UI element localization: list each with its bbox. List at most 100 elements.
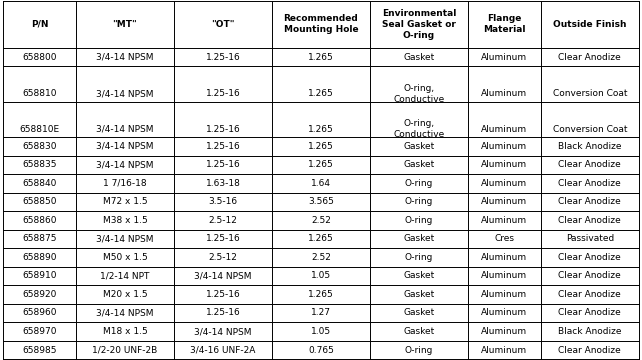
Text: Aluminum: Aluminum <box>482 271 528 280</box>
Text: 1.265: 1.265 <box>308 160 334 169</box>
Text: 658860: 658860 <box>22 216 57 225</box>
Text: Gasket: Gasket <box>403 53 435 62</box>
Text: 1.265: 1.265 <box>308 125 334 134</box>
Text: 1.05: 1.05 <box>311 271 331 280</box>
Text: Recommended
Mounting Hole: Recommended Mounting Hole <box>284 14 358 34</box>
Text: 658835: 658835 <box>22 160 57 169</box>
Text: 1.25-16: 1.25-16 <box>205 53 240 62</box>
Text: 3/4-14 NPSM: 3/4-14 NPSM <box>96 309 153 318</box>
Text: O-ring,
Conductive: O-ring, Conductive <box>394 119 445 139</box>
Text: Gasket: Gasket <box>403 234 435 243</box>
Text: 1.25-16: 1.25-16 <box>205 234 240 243</box>
Text: 658970: 658970 <box>22 327 57 336</box>
Text: P/N: P/N <box>31 20 48 29</box>
Text: O-ring: O-ring <box>405 216 433 225</box>
Text: 2.52: 2.52 <box>311 216 331 225</box>
Text: 1.25-16: 1.25-16 <box>205 290 240 299</box>
Text: 1.25-16: 1.25-16 <box>205 142 240 151</box>
Text: 3/4-14 NPSM: 3/4-14 NPSM <box>96 160 153 169</box>
Text: O-ring: O-ring <box>405 253 433 262</box>
Text: 658800: 658800 <box>22 53 57 62</box>
Text: Clear Anodize: Clear Anodize <box>559 216 621 225</box>
Text: Aluminum: Aluminum <box>482 346 528 355</box>
Text: 658810: 658810 <box>22 89 57 98</box>
Text: O-ring: O-ring <box>405 197 433 206</box>
Text: 658985: 658985 <box>22 346 57 355</box>
Text: M18 x 1.5: M18 x 1.5 <box>103 327 147 336</box>
Text: Environmental
Seal Gasket or
O-ring: Environmental Seal Gasket or O-ring <box>382 9 456 40</box>
Text: Black Anodize: Black Anodize <box>558 142 621 151</box>
Text: 1.63-18: 1.63-18 <box>205 179 240 188</box>
Text: 3/4-14 NPSM: 3/4-14 NPSM <box>96 89 153 98</box>
Text: 3/4-16 UNF-2A: 3/4-16 UNF-2A <box>190 346 256 355</box>
Text: 658890: 658890 <box>22 253 57 262</box>
Text: O-ring,
Conductive: O-ring, Conductive <box>394 84 445 104</box>
Text: Clear Anodize: Clear Anodize <box>559 53 621 62</box>
Text: 1.25-16: 1.25-16 <box>205 309 240 318</box>
Text: 3/4-14 NPSM: 3/4-14 NPSM <box>195 327 252 336</box>
Text: Clear Anodize: Clear Anodize <box>559 197 621 206</box>
Text: 1.25-16: 1.25-16 <box>205 125 240 134</box>
Text: 2.52: 2.52 <box>311 253 331 262</box>
Text: Gasket: Gasket <box>403 327 435 336</box>
Text: Passivated: Passivated <box>566 234 614 243</box>
Text: Clear Anodize: Clear Anodize <box>559 346 621 355</box>
Text: 658920: 658920 <box>22 290 56 299</box>
Text: 658810E: 658810E <box>19 125 60 134</box>
Text: Aluminum: Aluminum <box>482 253 528 262</box>
Text: Clear Anodize: Clear Anodize <box>559 253 621 262</box>
Text: O-ring: O-ring <box>405 346 433 355</box>
Text: 658830: 658830 <box>22 142 57 151</box>
Text: "MT": "MT" <box>112 20 137 29</box>
Text: Gasket: Gasket <box>403 309 435 318</box>
Text: Aluminum: Aluminum <box>482 216 528 225</box>
Text: 1.265: 1.265 <box>308 142 334 151</box>
Text: Clear Anodize: Clear Anodize <box>559 309 621 318</box>
Text: O-ring: O-ring <box>405 179 433 188</box>
Text: Conversion Coat: Conversion Coat <box>553 89 627 98</box>
Text: M38 x 1.5: M38 x 1.5 <box>103 216 147 225</box>
Text: Conversion Coat: Conversion Coat <box>553 125 627 134</box>
Text: 1/2-20 UNF-2B: 1/2-20 UNF-2B <box>92 346 157 355</box>
Text: 1.25-16: 1.25-16 <box>205 160 240 169</box>
Text: 1.25-16: 1.25-16 <box>205 89 240 98</box>
Text: 1 7/16-18: 1 7/16-18 <box>103 179 147 188</box>
Text: 1.05: 1.05 <box>311 327 331 336</box>
Text: Aluminum: Aluminum <box>482 327 528 336</box>
Text: Aluminum: Aluminum <box>482 309 528 318</box>
Text: 658960: 658960 <box>22 309 57 318</box>
Text: Aluminum: Aluminum <box>482 179 528 188</box>
Text: Flange
Material: Flange Material <box>483 14 526 34</box>
Text: 3/4-14 NPSM: 3/4-14 NPSM <box>96 234 153 243</box>
Text: Clear Anodize: Clear Anodize <box>559 179 621 188</box>
Text: 658840: 658840 <box>22 179 56 188</box>
Text: Clear Anodize: Clear Anodize <box>559 290 621 299</box>
Text: 1/2-14 NPT: 1/2-14 NPT <box>100 271 150 280</box>
Text: Aluminum: Aluminum <box>482 142 528 151</box>
Text: 3.5-16: 3.5-16 <box>209 197 238 206</box>
Text: 1.265: 1.265 <box>308 290 334 299</box>
Text: 658910: 658910 <box>22 271 57 280</box>
Text: M20 x 1.5: M20 x 1.5 <box>103 290 147 299</box>
Text: 2.5-12: 2.5-12 <box>209 253 238 262</box>
Text: Aluminum: Aluminum <box>482 290 528 299</box>
Text: 2.5-12: 2.5-12 <box>209 216 238 225</box>
Text: Black Anodize: Black Anodize <box>558 327 621 336</box>
Text: Outside Finish: Outside Finish <box>553 20 627 29</box>
Text: 1.265: 1.265 <box>308 89 334 98</box>
Text: 658875: 658875 <box>22 234 57 243</box>
Text: 1.27: 1.27 <box>311 309 331 318</box>
Text: 3/4-14 NPSM: 3/4-14 NPSM <box>96 142 153 151</box>
Text: Aluminum: Aluminum <box>482 125 528 134</box>
Text: Aluminum: Aluminum <box>482 197 528 206</box>
Text: Aluminum: Aluminum <box>482 89 528 98</box>
Text: Gasket: Gasket <box>403 271 435 280</box>
Text: 1.265: 1.265 <box>308 234 334 243</box>
Text: 3/4-14 NPSM: 3/4-14 NPSM <box>96 53 153 62</box>
Text: Gasket: Gasket <box>403 290 435 299</box>
Text: Gasket: Gasket <box>403 160 435 169</box>
Text: 3/4-14 NPSM: 3/4-14 NPSM <box>96 125 153 134</box>
Text: 3.565: 3.565 <box>308 197 334 206</box>
Text: M72 x 1.5: M72 x 1.5 <box>103 197 147 206</box>
Text: Aluminum: Aluminum <box>482 160 528 169</box>
